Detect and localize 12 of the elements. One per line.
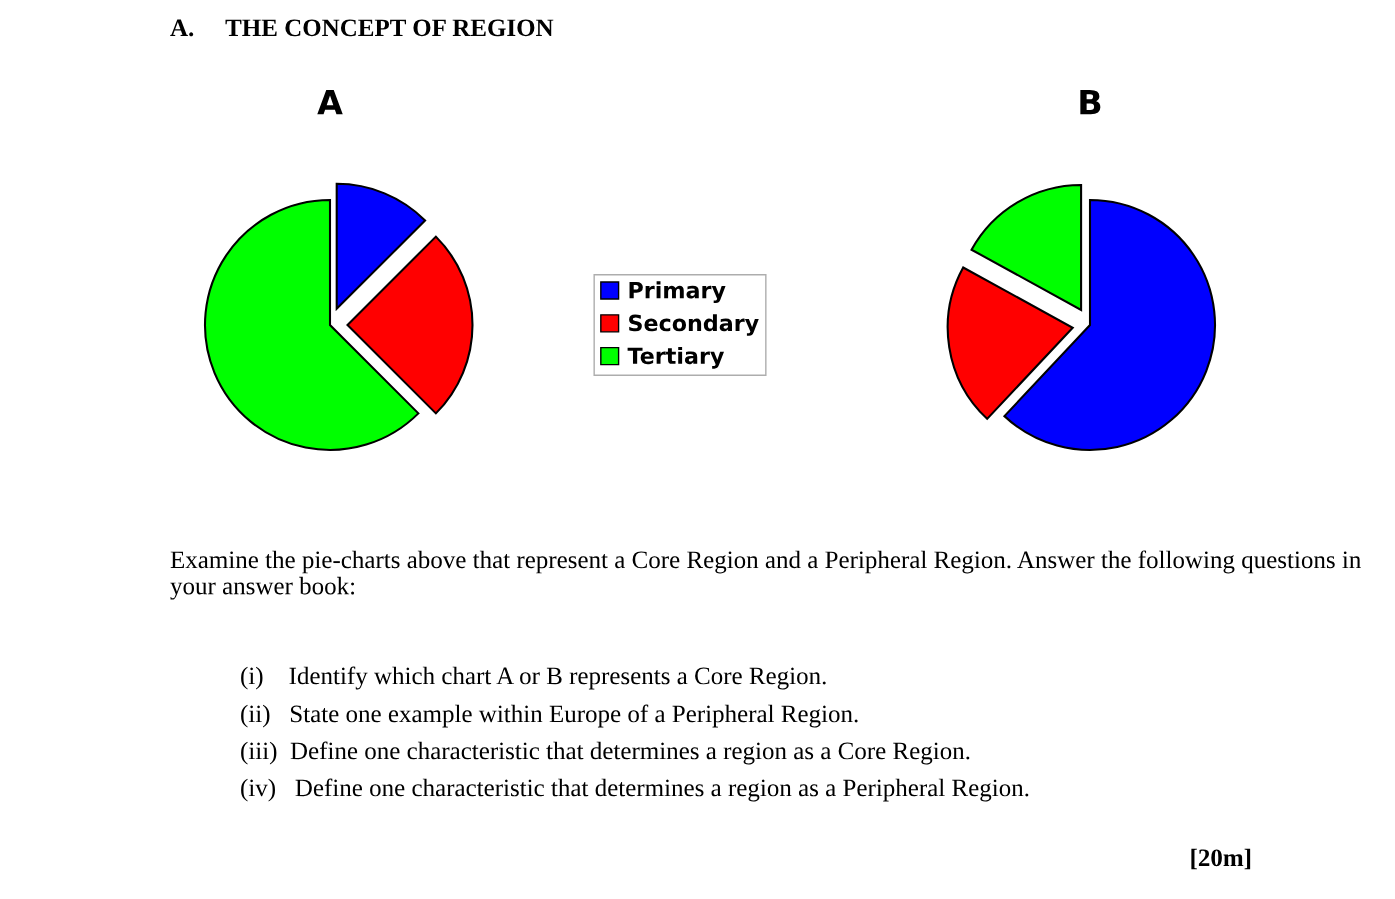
text: [20m] [1191, 848, 1251, 870]
text: Examine the pie-charts above that represent a Core Region and a Peripheral Region. Answer the following questions in your answer book: [170, 550, 1361, 600]
text: (iii) Define one characteristic that determines a region as a Core Region. [241, 741, 970, 765]
text: A. THE CONCEPT OF REGION [170, 19, 554, 37]
text: (ii) State one example within Europe of a Peripheral Region. [241, 704, 858, 728]
chart-title: B [1080, 89, 1101, 115]
chart-title: A [317, 89, 343, 115]
text: (i) Identify which chart A or B represents a Core Region. [241, 666, 826, 690]
legend-label: Secondary [629, 314, 759, 336]
text: (iv) Define one characteristic that determines a region as a Peripheral Region. [241, 778, 1029, 802]
legend-label: Primary [629, 281, 726, 304]
legend-label: Tertiary [627, 346, 725, 369]
